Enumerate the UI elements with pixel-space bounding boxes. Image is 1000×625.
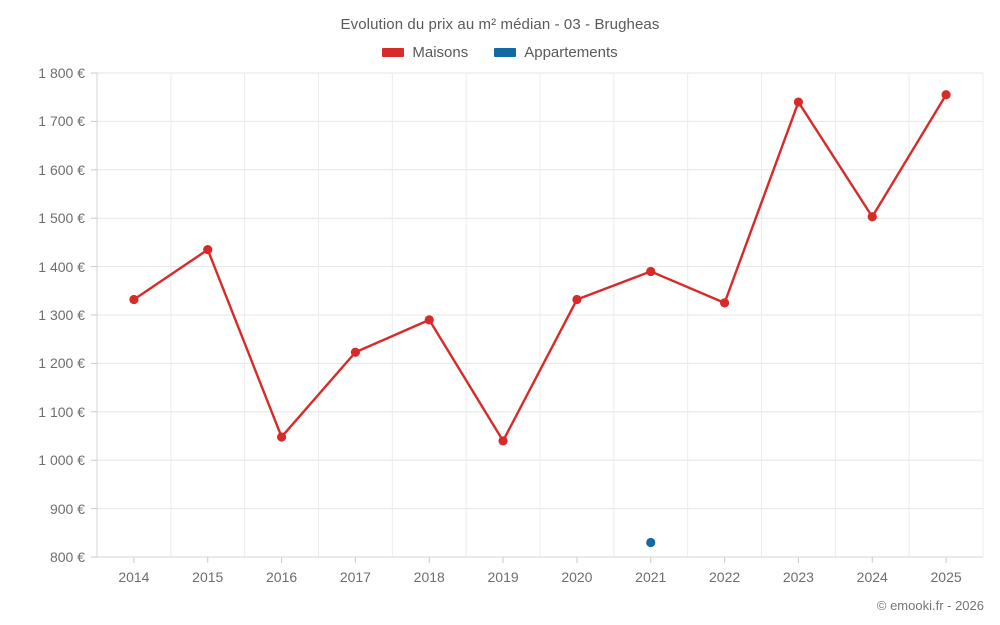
series-maisons bbox=[129, 90, 951, 446]
data-point[interactable] bbox=[276, 432, 287, 442]
legend-swatch-maisons-icon bbox=[382, 48, 405, 57]
grid-lines bbox=[96, 72, 984, 558]
data-point[interactable] bbox=[646, 537, 656, 548]
data-point[interactable] bbox=[203, 245, 213, 255]
data-point[interactable] bbox=[498, 436, 508, 446]
data-point[interactable] bbox=[424, 315, 434, 325]
series-line-maisons bbox=[132, 93, 948, 443]
data-point[interactable] bbox=[867, 212, 877, 222]
chart-legend: Maisons Appartements bbox=[0, 44, 1000, 61]
legend-swatch-appartements-icon bbox=[494, 48, 517, 57]
series-appartements bbox=[646, 537, 656, 548]
data-point[interactable] bbox=[719, 298, 730, 308]
data-point[interactable] bbox=[129, 294, 139, 305]
footer-credit: © emooki.fr - 2026 bbox=[876, 598, 984, 613]
legend-label-maisons: Maisons bbox=[412, 44, 469, 61]
chart-title: Evolution du prix au m² médian - 03 - Br… bbox=[340, 16, 660, 33]
legend-item-maisons[interactable]: Maisons bbox=[382, 44, 468, 61]
legend-item-appartements[interactable]: Appartements bbox=[494, 44, 618, 61]
data-point[interactable] bbox=[646, 266, 656, 277]
data-point[interactable] bbox=[793, 97, 804, 107]
data-point[interactable] bbox=[572, 294, 582, 305]
data-point[interactable] bbox=[350, 347, 361, 357]
data-point[interactable] bbox=[941, 90, 951, 100]
legend-label-appartements: Appartements bbox=[524, 44, 618, 61]
axis-ticks bbox=[91, 72, 947, 563]
